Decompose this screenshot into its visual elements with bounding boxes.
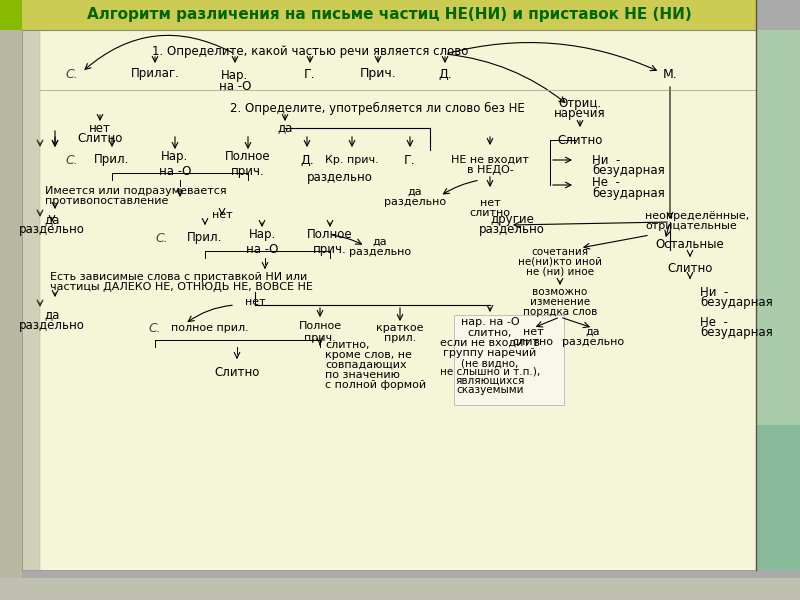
- Text: Г.: Г.: [404, 154, 416, 166]
- Text: НЕ не входит: НЕ не входит: [451, 155, 529, 165]
- Text: С.: С.: [156, 232, 168, 245]
- Text: безударная: безударная: [592, 187, 665, 200]
- Text: Слитно: Слитно: [214, 365, 260, 379]
- Text: безударная: безударная: [592, 163, 665, 176]
- Text: да: да: [44, 214, 60, 226]
- Text: Не  -: Не -: [592, 176, 620, 190]
- Text: Есть зависимые слова с приставкой НИ или: Есть зависимые слова с приставкой НИ или: [50, 272, 307, 282]
- Text: Остальные: Остальные: [656, 238, 724, 251]
- Text: Д.: Д.: [438, 67, 452, 80]
- Text: раздельно: раздельно: [19, 223, 85, 236]
- Text: Нар.: Нар.: [222, 70, 249, 82]
- Text: да: да: [373, 237, 387, 247]
- Text: С.: С.: [66, 67, 78, 80]
- Text: сочетания: сочетания: [531, 247, 589, 257]
- Text: да: да: [586, 327, 600, 337]
- Text: Г.: Г.: [304, 67, 316, 80]
- Bar: [756, 30, 800, 425]
- Bar: [40, 0, 756, 570]
- Text: Полное
прич.: Полное прич.: [307, 228, 353, 256]
- Text: изменение: изменение: [530, 297, 590, 307]
- Text: по значению: по значению: [325, 370, 400, 380]
- Text: в НЕДО-: в НЕДО-: [466, 165, 514, 175]
- Text: раздельно: раздельно: [384, 197, 446, 207]
- Text: Слитно: Слитно: [667, 262, 713, 275]
- Text: слитно: слитно: [513, 337, 554, 347]
- Text: нет: нет: [212, 210, 232, 220]
- Text: Не  -: Не -: [700, 316, 728, 329]
- Bar: [22, 0, 40, 570]
- Text: 2. Определите, употребляется ли слово без НЕ: 2. Определите, употребляется ли слово бе…: [230, 101, 525, 115]
- Text: если не входит в: если не входит в: [440, 338, 540, 348]
- Text: не(ни)кто иной: не(ни)кто иной: [518, 257, 602, 267]
- Text: Отриц.: Отриц.: [558, 97, 602, 109]
- Bar: [0, 578, 800, 600]
- Text: Прил.: Прил.: [94, 154, 130, 166]
- Bar: [22, 0, 756, 30]
- Text: раздельно: раздельно: [562, 337, 624, 347]
- Text: Прил.: Прил.: [187, 232, 222, 245]
- Text: частицы ДАЛЕКО НЕ, ОТНЮДЬ НЕ, ВОВСЕ НЕ: частицы ДАЛЕКО НЕ, ОТНЮДЬ НЕ, ВОВСЕ НЕ: [50, 282, 313, 292]
- Text: на -О: на -О: [219, 79, 251, 92]
- Text: являющихся: являющихся: [455, 376, 525, 386]
- Text: да: да: [408, 187, 422, 197]
- Text: нет: нет: [522, 327, 543, 337]
- Text: безударная: безударная: [700, 295, 773, 308]
- Text: Имеется или подразумевается: Имеется или подразумевается: [45, 186, 226, 196]
- Text: Ни  -: Ни -: [700, 286, 728, 298]
- Text: раздельно: раздельно: [19, 319, 85, 331]
- Bar: [756, 425, 800, 570]
- Text: нет: нет: [245, 297, 266, 307]
- Text: возможно: возможно: [532, 287, 588, 297]
- Text: (не видно,: (не видно,: [462, 358, 518, 368]
- Text: М.: М.: [662, 67, 678, 80]
- Text: раздельно: раздельно: [479, 223, 545, 236]
- Text: не (ни) иное: не (ни) иное: [526, 267, 594, 277]
- Text: да: да: [278, 121, 293, 134]
- Text: 1. Определите, какой частью речи является слово: 1. Определите, какой частью речи являетс…: [152, 46, 468, 58]
- Text: Прилаг.: Прилаг.: [130, 67, 179, 80]
- Text: раздельно: раздельно: [349, 247, 411, 257]
- Bar: [0, 0, 22, 30]
- Text: Прич.: Прич.: [360, 67, 396, 80]
- Text: слитно,: слитно,: [468, 328, 512, 338]
- Text: С.: С.: [66, 154, 78, 166]
- Text: Слитно: Слитно: [78, 133, 122, 145]
- Text: Нар.
на -О: Нар. на -О: [159, 150, 191, 178]
- Text: Д.: Д.: [300, 154, 314, 166]
- Text: да: да: [44, 308, 60, 322]
- Text: Кр. прич.: Кр. прич.: [325, 155, 379, 165]
- Text: Полное
прич.: Полное прич.: [225, 150, 271, 178]
- Text: нет: нет: [480, 198, 500, 208]
- Text: кроме слов, не: кроме слов, не: [325, 350, 412, 360]
- Text: Ни  -: Ни -: [592, 154, 620, 166]
- Text: раздельно: раздельно: [307, 172, 373, 185]
- Text: Полное
прич.: Полное прич.: [298, 321, 342, 343]
- Bar: [0, 0, 22, 600]
- Text: порядка слов: порядка слов: [523, 307, 597, 317]
- Text: слитно: слитно: [470, 208, 510, 218]
- Text: С.: С.: [149, 322, 162, 335]
- Text: совпадающих: совпадающих: [325, 360, 406, 370]
- Text: слитно,: слитно,: [325, 340, 370, 350]
- Text: Слитно: Слитно: [558, 133, 602, 146]
- Text: противопоставление: противопоставление: [45, 196, 168, 206]
- Text: наречия: наречия: [554, 107, 606, 119]
- Text: нар. на -О: нар. на -О: [461, 317, 519, 327]
- Text: другие: другие: [490, 214, 534, 226]
- Text: Алгоритм различения на письме частиц НЕ(НИ) и приставок НЕ (НИ): Алгоритм различения на письме частиц НЕ(…: [86, 7, 691, 22]
- Text: нет: нет: [89, 121, 111, 134]
- Text: отрицательные: отрицательные: [645, 221, 737, 231]
- Text: безударная: безударная: [700, 325, 773, 338]
- Text: Нар.
на -О: Нар. на -О: [246, 228, 278, 256]
- Text: с полной формой: с полной формой: [325, 380, 426, 390]
- Bar: [454, 315, 564, 405]
- Text: сказуемыми: сказуемыми: [456, 385, 524, 395]
- Text: прил.: прил.: [384, 333, 416, 343]
- Text: группу наречий: группу наречий: [443, 348, 537, 358]
- Text: краткое: краткое: [376, 323, 424, 333]
- Text: не слышно и т.п.),: не слышно и т.п.),: [440, 367, 540, 377]
- Text: полное прил.: полное прил.: [171, 323, 249, 333]
- Text: неопределённые,: неопределённые,: [645, 211, 750, 221]
